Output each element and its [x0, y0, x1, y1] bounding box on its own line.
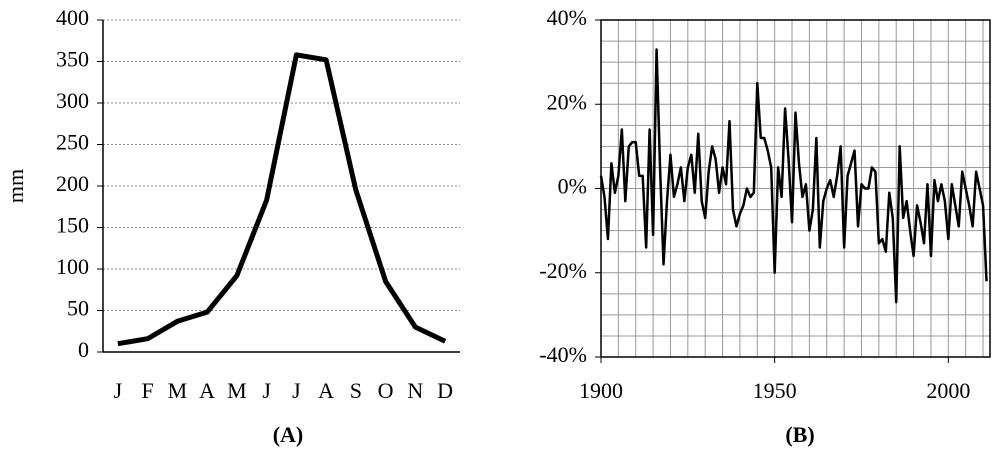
- x-tick-label: J: [262, 378, 271, 403]
- plot-frame: [600, 19, 991, 358]
- y-tick-label: 300: [56, 88, 89, 113]
- data-line: [117, 52, 447, 347]
- x-tick-label: S: [350, 378, 362, 403]
- x-tick-label: 2000: [926, 378, 970, 403]
- y-tick-label: 100: [56, 254, 89, 279]
- x-tick-label: J: [292, 378, 301, 403]
- x-tick-label: A: [318, 378, 334, 403]
- y-tick-label: 40%: [547, 5, 587, 30]
- y-tick-label: -20%: [539, 258, 587, 283]
- y-tick-label: 20%: [547, 89, 587, 114]
- y-tick-label: 0: [78, 337, 89, 362]
- x-tick-label: A: [199, 378, 215, 403]
- x-tick-label: 1900: [579, 378, 623, 403]
- caption: (A): [273, 422, 304, 447]
- y-tick-label: 150: [56, 213, 89, 238]
- y-axis-label: mm: [3, 169, 28, 203]
- data-line: [599, 48, 988, 304]
- x-tick-label: J: [114, 378, 123, 403]
- x-tick-label: M: [168, 378, 188, 403]
- y-tick-label: 400: [56, 5, 89, 30]
- y-tick-label: 250: [56, 130, 89, 155]
- y-tick-label: -40%: [539, 342, 587, 367]
- y-tick-label: 50: [67, 296, 89, 321]
- y-tick-label: 0%: [558, 174, 587, 199]
- x-tick-label: 1950: [753, 378, 797, 403]
- y-tick-label: 350: [56, 47, 89, 72]
- x-tick-label: M: [227, 378, 247, 403]
- caption: (B): [785, 422, 814, 447]
- x-tick-label: F: [142, 378, 154, 403]
- x-tick-label: D: [437, 378, 453, 403]
- x-tick-label: O: [378, 378, 394, 403]
- x-tick-label: N: [407, 378, 423, 403]
- y-tick-label: 200: [56, 171, 89, 196]
